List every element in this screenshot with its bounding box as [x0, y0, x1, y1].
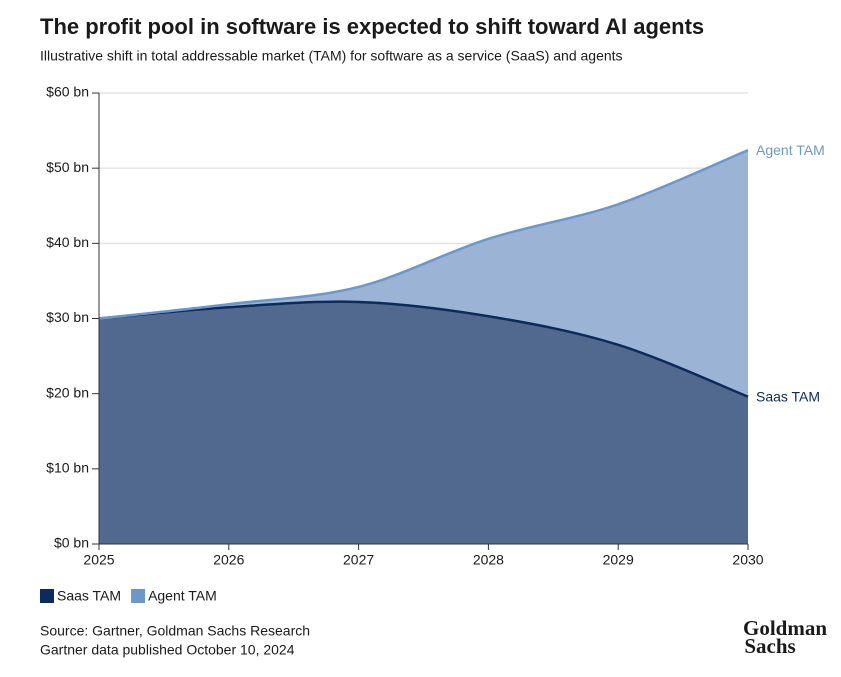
- line: [98, 300, 749, 398]
- source: Source: Gartner, Goldman Sachs Research: [40, 623, 310, 639]
- y-tick-label: $40 bn: [46, 234, 89, 250]
- line: [98, 148, 749, 320]
- x-tick-label: 2026: [213, 552, 244, 568]
- x-tick-label: 2029: [603, 552, 634, 568]
- y-tick-label: $0 bn: [54, 535, 89, 551]
- y-tick-label: $60 bn: [46, 84, 89, 100]
- end-label: Agent TAM: [756, 142, 825, 158]
- source: Gartner data published October 10, 2024: [40, 642, 295, 658]
- y-tick-label: $20 bn: [46, 384, 89, 400]
- legend-swatch: [131, 589, 146, 603]
- x-tick-label: 2030: [732, 552, 763, 568]
- legend-swatch: [40, 589, 54, 603]
- legend-label: Agent TAM: [148, 588, 217, 604]
- y-tick-label: $50 bn: [46, 159, 89, 175]
- y-tick-label: $10 bn: [46, 460, 89, 476]
- chart-subtitle: Illustrative shift in total addressable …: [40, 48, 623, 64]
- chart-title: The profit pool in software is expected …: [40, 14, 704, 39]
- logo: Sachs: [744, 634, 795, 658]
- logo: Goldman: [743, 616, 827, 640]
- x-tick-label: 2027: [343, 552, 374, 568]
- legend-label: Saas TAM: [57, 588, 121, 604]
- y-tick-label: $30 bn: [46, 309, 89, 325]
- x-tick-label: 2025: [83, 552, 114, 568]
- x-tick-label: 2028: [473, 552, 504, 568]
- area: [99, 301, 748, 544]
- end-label: Saas TAM: [756, 388, 820, 404]
